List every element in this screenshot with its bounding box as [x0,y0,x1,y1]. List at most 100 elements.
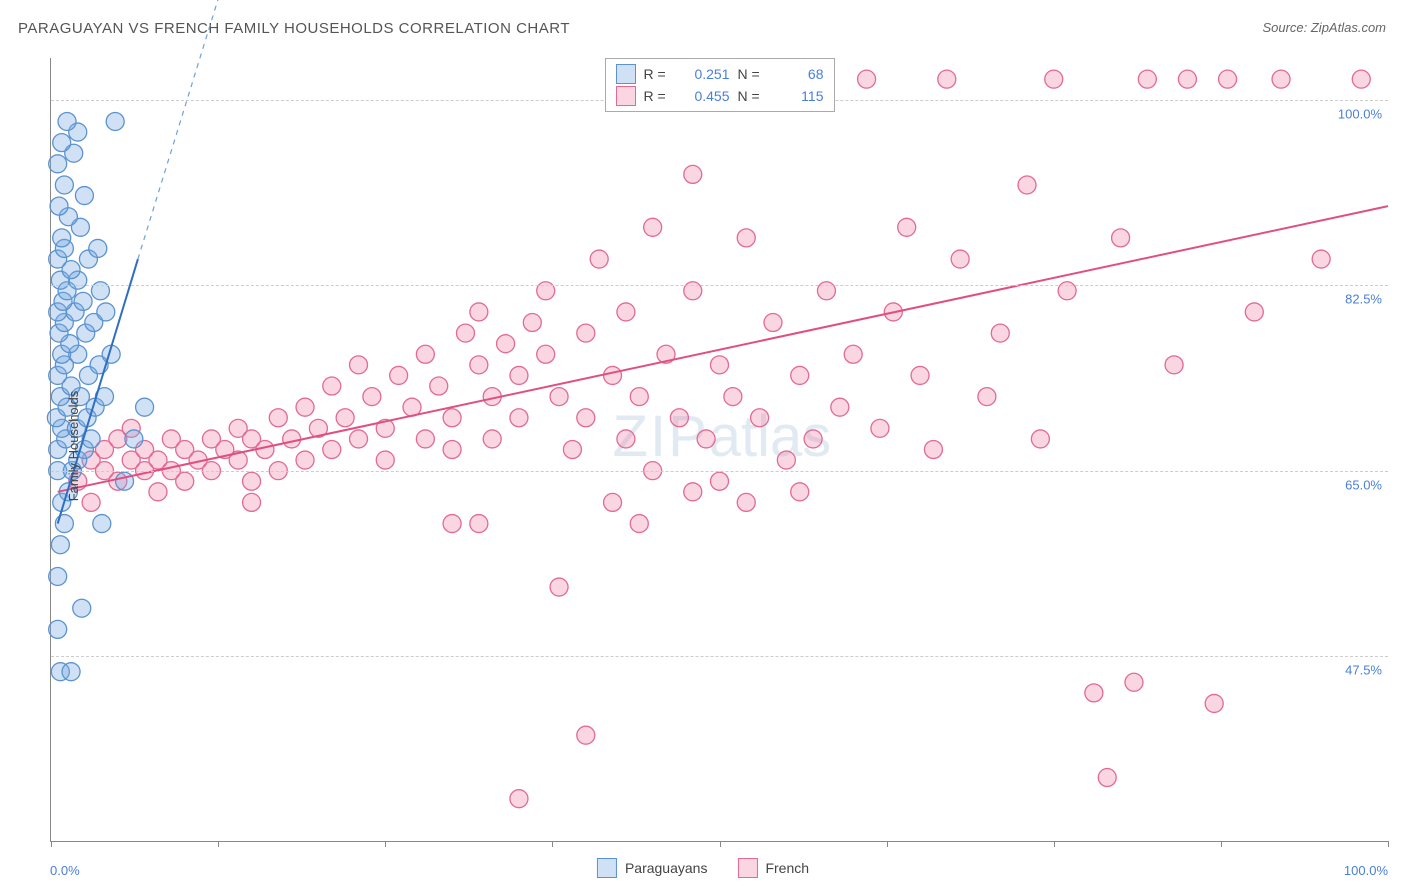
n-label: N = [738,88,768,104]
scatter-point [62,663,80,681]
scatter-point [724,388,742,406]
scatter-point [537,282,555,300]
scatter-point [58,112,76,130]
y-axis-label: Family Households [66,391,81,502]
trend-line [58,206,1388,492]
scatter-point [737,229,755,247]
r-label: R = [644,88,674,104]
scatter-point [443,515,461,533]
x-tick [887,841,888,847]
scatter-point [510,366,528,384]
scatter-point [243,493,261,511]
scatter-point [844,345,862,363]
scatter-point [93,515,111,533]
scatter-point [1165,356,1183,374]
scatter-point [243,472,261,490]
scatter-point [1031,430,1049,448]
n-label: N = [738,66,768,82]
scatter-point [590,250,608,268]
x-tick [720,841,721,847]
scatter-point [938,70,956,88]
scatter-point [684,483,702,501]
x-tick [1221,841,1222,847]
x-tick [51,841,52,847]
scatter-point [350,356,368,374]
scatter-point [1205,694,1223,712]
scatter-point [523,314,541,332]
scatter-point [510,790,528,808]
x-tick [1388,841,1389,847]
scatter-point [269,409,287,427]
scatter-point [82,493,100,511]
legend-swatch-series1 [597,858,617,878]
scatter-point [470,356,488,374]
scatter-point [550,388,568,406]
scatter-point [51,536,69,554]
n-value: 68 [776,66,824,82]
scatter-point [53,134,71,152]
scatter-point [1272,70,1290,88]
scatter-point [376,451,394,469]
scatter-point [1352,70,1370,88]
scatter-point [644,218,662,236]
legend-swatch-series2 [616,86,636,106]
scatter-point [89,239,107,257]
scatter-point [951,250,969,268]
x-axis-left-label: 0.0% [50,863,80,878]
chart-container: PARAGUAYAN VS FRENCH FAMILY HOUSEHOLDS C… [0,0,1406,892]
scatter-point [91,282,109,300]
r-label: R = [644,66,674,82]
legend-label: French [765,860,809,876]
trend-line [138,0,278,259]
legend-stats: R = 0.251 N = 68 R = 0.455 N = 115 [605,58,835,112]
scatter-point [363,388,381,406]
scatter-point [510,409,528,427]
legend-label: Paraguayans [625,860,708,876]
scatter-point [97,303,115,321]
plot-area: ZIPatlas R = 0.251 N = 68 R = 0.455 N = … [50,58,1388,842]
scatter-point [550,578,568,596]
legend-stats-row-2: R = 0.455 N = 115 [616,85,824,107]
scatter-point [55,176,73,194]
scatter-point [1085,684,1103,702]
scatter-point [125,430,143,448]
x-axis-right-label: 100.0% [1344,863,1388,878]
legend-series: Paraguayans French [597,858,809,878]
legend-item-french: French [737,858,809,878]
y-tick-label: 65.0% [1345,477,1382,492]
scatter-point [737,493,755,511]
scatter-point [1138,70,1156,88]
scatter-point [296,398,314,416]
scatter-point [116,472,134,490]
scatter-point [73,599,91,617]
scatter-point [617,430,635,448]
y-tick-label: 82.5% [1345,292,1382,307]
scatter-point [390,366,408,384]
x-tick [218,841,219,847]
scatter-point [416,430,434,448]
x-tick [385,841,386,847]
scatter-point [50,197,68,215]
scatter-point [323,441,341,459]
scatter-point [336,409,354,427]
gridline [51,656,1388,657]
scatter-point [898,218,916,236]
x-tick [1054,841,1055,847]
scatter-point [136,398,154,416]
y-tick-label: 47.5% [1345,662,1382,677]
scatter-point [470,515,488,533]
scatter-point [483,430,501,448]
scatter-point [49,155,67,173]
scatter-point [443,409,461,427]
scatter-point [604,366,622,384]
scatter-point [617,303,635,321]
scatter-point [283,430,301,448]
scatter-point [53,229,71,247]
y-tick-label: 100.0% [1338,107,1382,122]
n-value: 115 [776,88,824,104]
scatter-point [791,483,809,501]
scatter-point [537,345,555,363]
scatter-point [1178,70,1196,88]
scatter-point [831,398,849,416]
scatter-point [804,430,822,448]
